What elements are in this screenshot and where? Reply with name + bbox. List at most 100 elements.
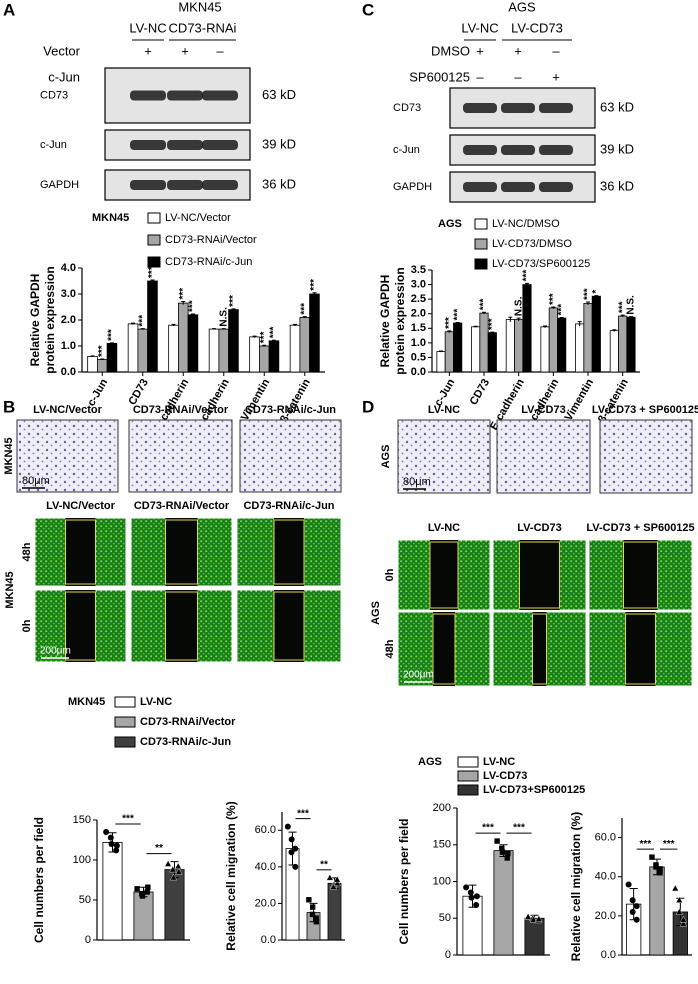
error-bar xyxy=(181,301,186,305)
image-label: CD73-RNAi/Vector xyxy=(133,404,229,416)
data-point xyxy=(284,823,291,830)
significance: *** xyxy=(259,331,270,343)
data-point xyxy=(333,875,341,883)
significance: *** xyxy=(482,823,494,834)
legend-swatch xyxy=(147,212,161,224)
blot-band xyxy=(130,180,166,190)
data-point xyxy=(679,919,687,927)
bar xyxy=(487,332,497,373)
bar xyxy=(540,326,550,373)
significance: *** xyxy=(444,317,455,329)
significance: *** xyxy=(479,298,490,310)
group-label: CD73-RNAi xyxy=(169,20,237,35)
data-point xyxy=(313,919,320,925)
y-tick-label: 3.0 xyxy=(61,288,76,300)
blot-band xyxy=(463,145,497,155)
wound-image-label: LV-CD73 xyxy=(517,522,561,534)
panel-letter: A xyxy=(3,0,15,19)
bar xyxy=(228,309,239,373)
data-point xyxy=(292,863,299,870)
y-tick-label: 0 xyxy=(85,934,91,946)
blot-protein: c-Jun xyxy=(393,144,420,156)
wound-cell-line-label: MKN45 xyxy=(4,571,16,608)
data-point xyxy=(499,845,505,852)
y-axis-label: Relative GAPDH xyxy=(378,275,392,368)
y-tick-label: 1.0 xyxy=(411,337,426,349)
y-tick-label: 20.0 xyxy=(255,897,276,909)
bar xyxy=(127,323,139,373)
timepoint-label: 0h xyxy=(21,619,33,632)
scale-bar-label: 200μm xyxy=(403,670,434,681)
y-tick-label: 40.0 xyxy=(255,861,276,873)
y-tick-label: 0.0 xyxy=(601,949,616,961)
y-tick-label: 150 xyxy=(73,814,91,826)
legend-label: LV-NC/DMSO xyxy=(492,218,560,230)
significance: *** xyxy=(188,300,199,312)
bar xyxy=(505,319,515,373)
error-bar xyxy=(473,325,478,328)
blot-band xyxy=(202,90,238,101)
significance: *** xyxy=(137,315,148,327)
error-bar xyxy=(100,358,105,361)
image-label: CD73-RNAi/c-Jun xyxy=(245,404,336,416)
legend-label: CD73-RNAi/c-Jun xyxy=(140,736,231,748)
data-point xyxy=(504,855,510,861)
y-tick-label: 0.0 xyxy=(61,366,76,378)
data-point xyxy=(113,842,120,849)
error-bar xyxy=(293,323,298,326)
treatment-label: SP600125 xyxy=(409,69,470,84)
wound-outline xyxy=(273,591,305,661)
y-tick-label: 100 xyxy=(73,854,91,866)
blot-band xyxy=(501,103,535,113)
error-bar xyxy=(524,282,529,286)
y-tick-label: 1.0 xyxy=(61,340,76,352)
bar xyxy=(524,917,545,956)
bar xyxy=(208,328,220,373)
y-axis-label: protein expression xyxy=(393,267,407,374)
bar xyxy=(96,359,108,373)
wound-image-label: CD73-RNAi/c-Jun xyxy=(243,500,334,512)
data-point xyxy=(174,862,182,870)
x-tick-label: CD73 xyxy=(126,377,150,407)
data-point xyxy=(333,879,341,887)
data-point xyxy=(288,849,295,856)
significance: *** xyxy=(122,814,134,825)
significance: *** xyxy=(639,839,651,850)
legend-label: LV-NC xyxy=(483,756,515,768)
blot-band xyxy=(501,182,535,192)
error-bar xyxy=(447,330,452,333)
treatment-mark: + xyxy=(552,69,560,84)
legend-title: AGS xyxy=(418,756,442,768)
wound-gap xyxy=(65,590,96,662)
significance: *** xyxy=(548,293,559,305)
legend-label: LV-CD73/DMSO xyxy=(492,238,572,250)
blot-protein: CD73 xyxy=(40,89,68,101)
legend-swatch xyxy=(114,696,136,708)
transwell-image xyxy=(397,419,491,494)
data-point xyxy=(535,915,543,922)
transwell-image xyxy=(128,419,233,493)
wound-gap xyxy=(532,612,547,686)
bar xyxy=(444,331,454,373)
timepoint-label: 48h xyxy=(384,639,396,658)
wound-image-label: LV-NC/Vector xyxy=(46,500,116,512)
bar xyxy=(649,866,665,956)
legend-swatch xyxy=(147,256,161,268)
wound-gap xyxy=(165,518,198,586)
bar xyxy=(548,307,558,373)
bar xyxy=(493,850,514,956)
data-point xyxy=(633,903,640,910)
data-point xyxy=(625,881,632,888)
significance: N.S. xyxy=(626,295,637,315)
bar xyxy=(514,319,524,373)
legend-swatch xyxy=(474,258,488,270)
y-tick-label: 60.0 xyxy=(255,824,276,836)
image-label: LV-NC xyxy=(428,404,460,416)
error-bar xyxy=(131,322,136,325)
y-tick-label: 3.0 xyxy=(411,278,426,290)
significance: *** xyxy=(178,288,189,300)
significance: *** xyxy=(522,270,533,282)
treatment-label: DMSO xyxy=(431,43,470,58)
